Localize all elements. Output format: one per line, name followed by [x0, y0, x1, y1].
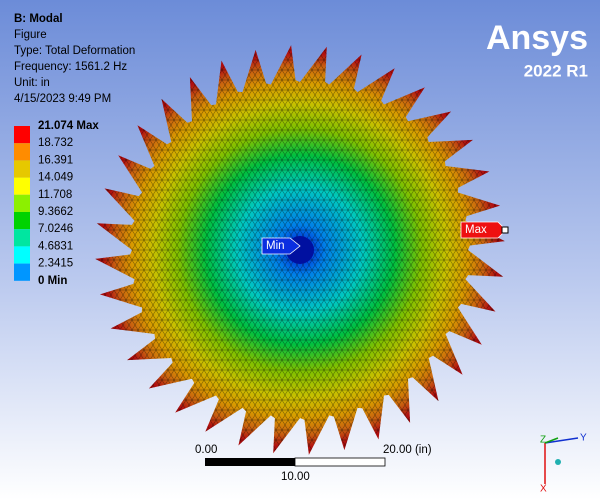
max-tag: [460, 221, 507, 239]
triad-z: Z: [540, 435, 546, 446]
min-label: Min: [266, 240, 285, 252]
scale-right: 20.00 (in): [383, 444, 432, 456]
triad-ball: [555, 459, 561, 465]
legend-swatch: [14, 177, 30, 195]
legend-label: 16.391: [38, 154, 73, 166]
scale-bar: 0.00 20.00 (in) 10.00: [195, 444, 432, 483]
scale-middle: 10.00: [281, 471, 310, 483]
legend-swatch: [14, 160, 30, 178]
legend-label: 14.049: [38, 172, 73, 184]
scale-light: [294, 457, 386, 467]
legend-label: 2.3415: [38, 258, 73, 270]
scale-dark: [205, 458, 295, 466]
legend-swatch: [14, 229, 30, 247]
max-marker: [501, 226, 509, 234]
triad-z-axis: [544, 437, 559, 444]
legend-swatch: [14, 212, 30, 230]
triad: Y X Z: [540, 433, 587, 495]
header-line: Unit: in: [14, 77, 50, 89]
legend-label: 4.6831: [38, 240, 73, 252]
legend-label: 21.074 Max: [38, 120, 99, 132]
min-tag: [261, 237, 301, 255]
header-line: Type: Total Deformation: [14, 45, 135, 57]
legend-swatch: [14, 143, 30, 161]
scale-left: 0.00: [195, 444, 217, 456]
legend-swatch: [14, 246, 30, 264]
legend-swatch: [14, 126, 30, 144]
legend-label: 0 Min: [38, 275, 67, 287]
legend-label: 7.0246: [38, 223, 73, 235]
version: 2022 R1: [524, 61, 588, 80]
header-line: Frequency: 1561.2 Hz: [14, 61, 127, 73]
max-label: Max: [465, 224, 487, 236]
triad-y: Y: [580, 433, 587, 444]
legend-swatch: [14, 263, 30, 281]
triad-x-axis: [544, 437, 579, 444]
min-probe: Min: [261, 237, 301, 255]
title: B: Modal: [14, 13, 63, 25]
max-probe: Max: [460, 221, 509, 239]
legend-label: 11.708: [38, 189, 72, 201]
legend-label: 9.3662: [38, 206, 73, 218]
header-line: 4/15/2023 9:49 PM: [14, 93, 111, 105]
legend-label: 18.732: [38, 137, 73, 149]
logo: Ansys: [486, 19, 588, 57]
triad-x: X: [540, 484, 547, 495]
header-line: Figure: [14, 29, 47, 41]
legend-swatch: [14, 194, 30, 212]
